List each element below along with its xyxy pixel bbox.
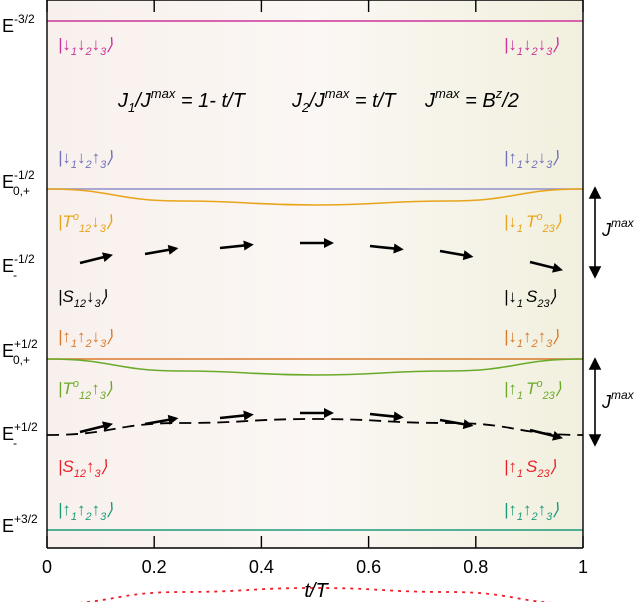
- spin-arrow-shaft: [144, 418, 171, 426]
- spin-arrow-head: [552, 262, 563, 273]
- spin-arrow-shaft: [369, 412, 396, 419]
- plot-background: [47, 0, 583, 548]
- spin-arrow: [144, 414, 179, 426]
- spin-arrow: [219, 410, 254, 421]
- spin-arrow-shaft: [369, 244, 396, 251]
- gap-indicators: [588, 186, 602, 447]
- spin-arrow: [439, 249, 474, 261]
- spin-arrow-shaft: [529, 260, 556, 270]
- spin-arrow-shaft: [219, 243, 246, 250]
- spin-arrow-head: [167, 244, 179, 255]
- spin-arrow-head: [102, 421, 113, 432]
- x-tick-label: 0: [42, 557, 52, 577]
- line-e-m12-m-dashed: [46, 418, 584, 436]
- spin-arrow-layer: [79, 238, 563, 441]
- y-level-labels: E-3/2 E-1/2 0,+ E-1/2- E+1/2 0,+ E+1/2- E+…: [2, 12, 38, 536]
- x-tick-label: 0.8: [463, 557, 488, 577]
- spin-arrow-head: [167, 414, 179, 425]
- spin-arrow: [439, 418, 474, 430]
- level-label-e-m12-m: E-1/2-: [2, 252, 35, 282]
- spin-arrow: [300, 238, 334, 248]
- x-axis-ticks: [46, 0, 584, 548]
- x-tick-label: 1: [578, 557, 588, 577]
- spin-arrow: [144, 244, 179, 256]
- formula-jmax: Jmax = Bz/2: [424, 86, 519, 112]
- spin-arrow-head: [324, 408, 334, 418]
- series-layer: [46, 20, 584, 602]
- gap-arrow-upper-head-bottom: [588, 266, 602, 279]
- spin-arrow: [369, 243, 404, 254]
- spin-arrow-head: [393, 243, 404, 254]
- line-e-p12-0p-curve: [46, 358, 584, 376]
- spin-arrow-head: [393, 411, 404, 422]
- state-label-r7-left: |S12↑3⟩: [58, 457, 108, 480]
- spin-arrow-head: [243, 410, 254, 421]
- state-labels: |↓1↓2↓3⟩ |↓1↓2↓3⟩ |↓1↓2↑3⟩ |↑1↓2↓3⟩ |To1…: [58, 35, 562, 523]
- spin-arrow-shaft: [439, 418, 466, 426]
- plot-frame: [46, 0, 584, 549]
- spin-arrow-shaft: [79, 424, 106, 434]
- spin-arrow-shaft: [529, 428, 556, 438]
- x-axis-label: t/T: [304, 580, 329, 602]
- level-label-e-p32: E+3/2: [2, 512, 38, 536]
- spin-arrow: [529, 260, 563, 273]
- spin-arrow-shaft: [144, 248, 171, 256]
- spin-arrow: [529, 428, 563, 441]
- gap-arrow-lower-head-top: [588, 357, 602, 370]
- spin-arrow: [219, 240, 254, 251]
- spin-arrow: [369, 411, 404, 422]
- x-tick-label: 0.4: [249, 557, 274, 577]
- x-tick-label: 0.2: [142, 557, 167, 577]
- spin-arrow: [79, 421, 113, 434]
- state-label-r8-left: |↑1↑2↑3⟩: [58, 500, 113, 523]
- spin-arrow-shaft: [439, 249, 466, 257]
- gap-label-upper: Jmax: [601, 216, 635, 240]
- spin-arrow: [79, 252, 113, 265]
- level-label-e-p12-m: E+1/2-: [2, 420, 38, 450]
- spin-arrow-head: [243, 240, 254, 251]
- spin-arrow-head: [324, 238, 334, 248]
- level-label-e-m32: E-3/2: [2, 12, 35, 36]
- line-e-m12-0p-curve: [46, 188, 584, 206]
- spin-arrow-head: [102, 252, 113, 263]
- gap-label-lower: Jmax: [601, 388, 635, 412]
- level-label-e-p12-0p: E+1/2 0,+: [2, 337, 38, 367]
- coupling-formula: J1/Jmax = 1- t/T J2/Jmax = t/T Jmax = Bz…: [117, 86, 519, 115]
- formula-j1: J1/Jmax = 1- t/T: [117, 86, 247, 115]
- spin-arrow-shaft: [219, 413, 246, 420]
- spin-arrow-head: [462, 419, 474, 430]
- formula-j2: J2/Jmax = t/T: [291, 86, 397, 115]
- spin-arrow-head: [462, 250, 474, 261]
- level-label-e-m12-0p: E-1/2 0,+: [2, 168, 35, 198]
- state-label-r6-left: |To12↑3⟩: [58, 378, 113, 402]
- x-tick-labels: 0 0.2 0.4 0.6 0.8 1: [42, 557, 588, 577]
- gap-arrow-lower-head-bottom: [588, 434, 602, 447]
- gap-arrow-upper-head-top: [588, 186, 602, 199]
- spin-arrow: [300, 408, 334, 418]
- x-tick-label: 0.6: [356, 557, 381, 577]
- spin-arrow-shaft: [79, 255, 106, 265]
- spin-arrow-head: [552, 430, 563, 441]
